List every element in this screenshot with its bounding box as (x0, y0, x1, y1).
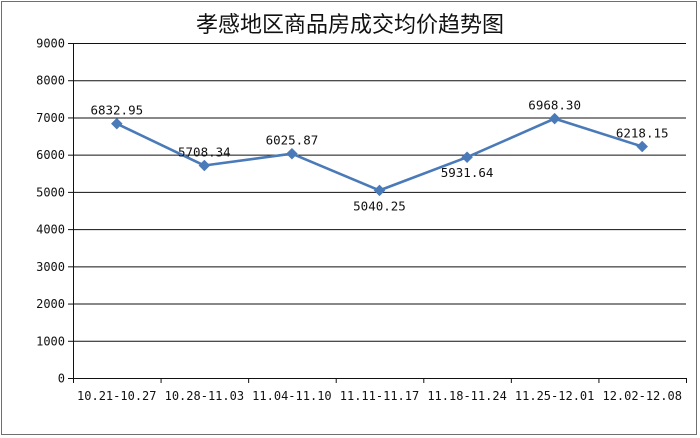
x-tick-label: 11.25-12.01 (515, 389, 594, 403)
y-tick-label: 5000 (36, 185, 65, 199)
x-tick-label: 11.11-11.17 (340, 389, 419, 403)
y-tick-label: 7000 (36, 111, 65, 125)
data-point (548, 112, 561, 125)
axes (68, 43, 687, 383)
y-tick-label: 0 (58, 372, 65, 386)
data-point (373, 184, 386, 197)
data-label: 5708.34 (178, 145, 231, 160)
data-point (286, 147, 298, 160)
x-tick-label: 10.21-10.27 (77, 389, 156, 403)
y-tick-label: 9000 (36, 37, 65, 51)
gridlines (73, 43, 686, 342)
data-label: 6025.87 (266, 133, 319, 148)
x-tick-label: 11.18-11.24 (427, 389, 506, 403)
data-point (636, 140, 649, 153)
data-points (110, 112, 649, 197)
data-label: 5040.25 (353, 198, 406, 213)
y-tick-labels: 0 1000 2000 3000 4000 5000 6000 7000 8000 9000 (36, 37, 65, 386)
x-tick-label: 10.28-11.03 (165, 389, 244, 403)
data-label: 6968.30 (528, 98, 581, 113)
y-tick-label: 2000 (36, 297, 65, 311)
y-tick-label: 6000 (36, 148, 65, 162)
data-point (461, 151, 473, 164)
x-tick-label: 11.04-11.10 (252, 389, 331, 403)
chart-title: 孝感地区商品房成交均价趋势图 (196, 13, 504, 38)
y-tick-label: 3000 (36, 260, 65, 274)
data-point (110, 117, 123, 130)
y-tick-label: 8000 (36, 74, 65, 88)
data-label: 5931.64 (441, 165, 494, 180)
y-tick-label: 1000 (36, 334, 65, 348)
x-tick-label: 12.02-12.08 (602, 389, 681, 403)
data-label: 6218.15 (616, 126, 669, 141)
data-label: 6832.95 (90, 103, 143, 118)
y-tick-label: 4000 (36, 223, 65, 237)
x-tick-labels: 10.21-10.27 10.28-11.03 11.04-11.10 11.11-1… (77, 389, 682, 403)
data-labels: 6832.95 5708.34 6025.87 5040.25 5931.64 6968.… (90, 98, 668, 214)
data-point (198, 159, 211, 172)
